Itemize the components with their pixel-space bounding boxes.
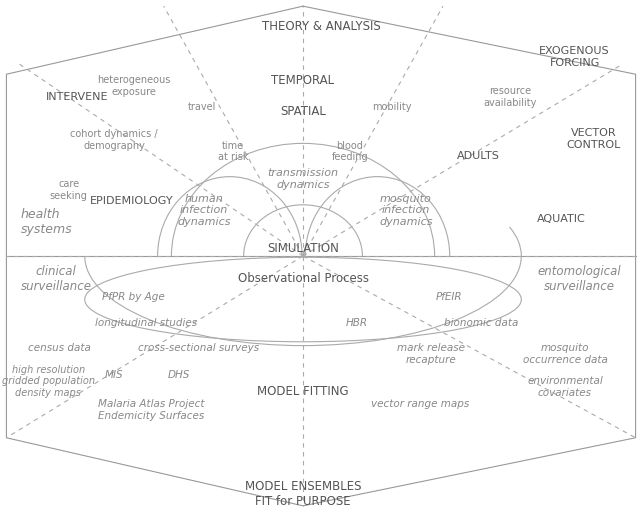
Text: AQUATIC: AQUATIC bbox=[537, 214, 586, 224]
Text: TEMPORAL: TEMPORAL bbox=[272, 74, 334, 87]
Text: high resolution
gridded population
density maps: high resolution gridded population densi… bbox=[2, 365, 94, 398]
Text: mark release
recapture: mark release recapture bbox=[397, 343, 465, 365]
Text: longitudinal studies: longitudinal studies bbox=[95, 318, 198, 329]
Text: travel: travel bbox=[188, 102, 216, 113]
Text: MODEL ENSEMBLES
FIT for PURPOSE: MODEL ENSEMBLES FIT for PURPOSE bbox=[245, 480, 361, 508]
Text: vector range maps: vector range maps bbox=[371, 399, 470, 410]
Text: bionomic data: bionomic data bbox=[444, 318, 519, 329]
Text: resource
availability: resource availability bbox=[483, 86, 537, 108]
Text: SIMULATION: SIMULATION bbox=[267, 242, 339, 254]
Text: HBR: HBR bbox=[346, 318, 368, 329]
Text: MODEL FITTING: MODEL FITTING bbox=[257, 385, 349, 398]
Text: Malaria Atlas Project
Endemicity Surfaces: Malaria Atlas Project Endemicity Surface… bbox=[98, 399, 204, 421]
Text: SPATIAL: SPATIAL bbox=[280, 105, 326, 118]
Text: VECTOR
CONTROL: VECTOR CONTROL bbox=[567, 128, 621, 150]
Text: cohort dynamics /
demography: cohort dynamics / demography bbox=[71, 129, 158, 151]
Text: census data: census data bbox=[28, 343, 91, 353]
Text: ADULTS: ADULTS bbox=[457, 151, 499, 161]
Text: heterogeneous
exposure: heterogeneous exposure bbox=[97, 75, 170, 97]
Text: PfEIR: PfEIR bbox=[436, 292, 463, 302]
Text: THEORY & ANALYSIS: THEORY & ANALYSIS bbox=[262, 20, 380, 33]
Text: entomological
surveillance: entomological surveillance bbox=[538, 265, 621, 293]
Text: mosquito
occurrence data: mosquito occurrence data bbox=[523, 343, 607, 365]
Text: blood
feeding: blood feeding bbox=[331, 141, 369, 162]
Text: care
seeking: care seeking bbox=[50, 179, 87, 201]
Text: health
systems: health systems bbox=[21, 208, 72, 237]
Text: time
at risk: time at risk bbox=[218, 141, 248, 162]
Text: human
infection
dynamics: human infection dynamics bbox=[177, 194, 231, 227]
Text: environmental
covariates: environmental covariates bbox=[527, 376, 603, 398]
Text: Observational Process: Observational Process bbox=[238, 272, 369, 285]
Text: mosquito
infection
dynamics: mosquito infection dynamics bbox=[379, 194, 433, 227]
Text: DHS: DHS bbox=[168, 370, 189, 380]
Text: EXOGENOUS
FORCING: EXOGENOUS FORCING bbox=[539, 46, 610, 68]
Text: PfPR by Age: PfPR by Age bbox=[102, 292, 165, 302]
Text: INTERVENE: INTERVENE bbox=[46, 92, 108, 102]
Text: mobility: mobility bbox=[372, 102, 412, 113]
Text: cross-sectional surveys: cross-sectional surveys bbox=[139, 343, 259, 353]
Text: EPIDEMIOLOGY: EPIDEMIOLOGY bbox=[90, 196, 173, 206]
Text: MIS: MIS bbox=[105, 370, 124, 380]
Text: clinical
surveillance: clinical surveillance bbox=[21, 265, 92, 293]
Text: transmission
dynamics: transmission dynamics bbox=[268, 168, 338, 189]
